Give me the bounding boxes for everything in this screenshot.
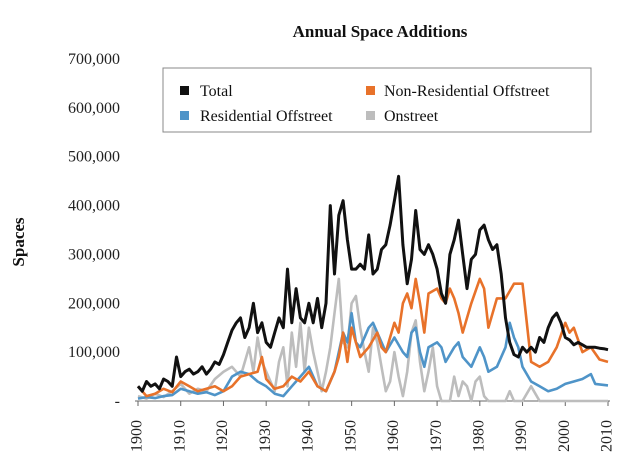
series-line-residential-offstreet	[137, 311, 609, 400]
legend-box	[162, 67, 592, 133]
legend-label-non-residential: Non-Residential Offstreet	[384, 83, 550, 100]
x-tick-label: 1900	[129, 420, 146, 452]
x-tick-label: 1930	[257, 420, 274, 452]
x-tick-label: 1960	[385, 420, 402, 452]
legend-label-residential: Residential Offstreet	[200, 108, 333, 125]
y-tick-label: 500,000	[68, 149, 120, 166]
chart-title: Annual Space Additions	[293, 22, 468, 41]
x-tick-label: 2010	[599, 420, 616, 452]
x-axis: 1900 1910 1920 1930 1940 1950 1960 1970 1980 1990…	[129, 401, 616, 452]
series-line-total	[136, 174, 609, 393]
series-line-onstreet	[137, 277, 608, 403]
legend-swatch-onstreet	[366, 111, 375, 120]
y-tick-label: 400,000	[68, 198, 120, 215]
legend-swatch-non-residential	[366, 86, 375, 95]
plot-area	[136, 174, 609, 403]
y-axis-label: Spaces	[9, 217, 28, 267]
y-tick-label: 300,000	[68, 246, 120, 263]
x-tick-label: 1920	[214, 420, 231, 452]
y-tick-label: 100,000	[68, 344, 120, 361]
y-tick-label: 200,000	[68, 295, 120, 312]
y-axis: - 100,000 200,000 300,000 400,000 500,000 600,…	[68, 51, 120, 410]
x-tick-label: 1980	[470, 420, 487, 452]
y-tick-label: 700,000	[68, 51, 120, 68]
legend-label-total: Total	[200, 83, 233, 100]
x-tick-label: 1970	[428, 420, 445, 452]
legend: Total Non-Residential Offstreet Resident…	[162, 67, 592, 133]
series-line-non-residential-offstreet	[137, 277, 609, 398]
y-tick-label: -	[115, 393, 120, 410]
legend-label-onstreet: Onstreet	[384, 108, 439, 125]
legend-swatch-residential	[180, 111, 189, 120]
legend-swatch-total	[180, 86, 189, 95]
x-tick-label: 2000	[556, 420, 573, 452]
x-tick-label: 1950	[342, 420, 359, 452]
x-tick-label: 1990	[513, 420, 530, 452]
y-tick-label: 600,000	[68, 100, 120, 117]
x-tick-label: 1910	[171, 420, 188, 452]
x-tick-label: 1940	[300, 420, 317, 452]
